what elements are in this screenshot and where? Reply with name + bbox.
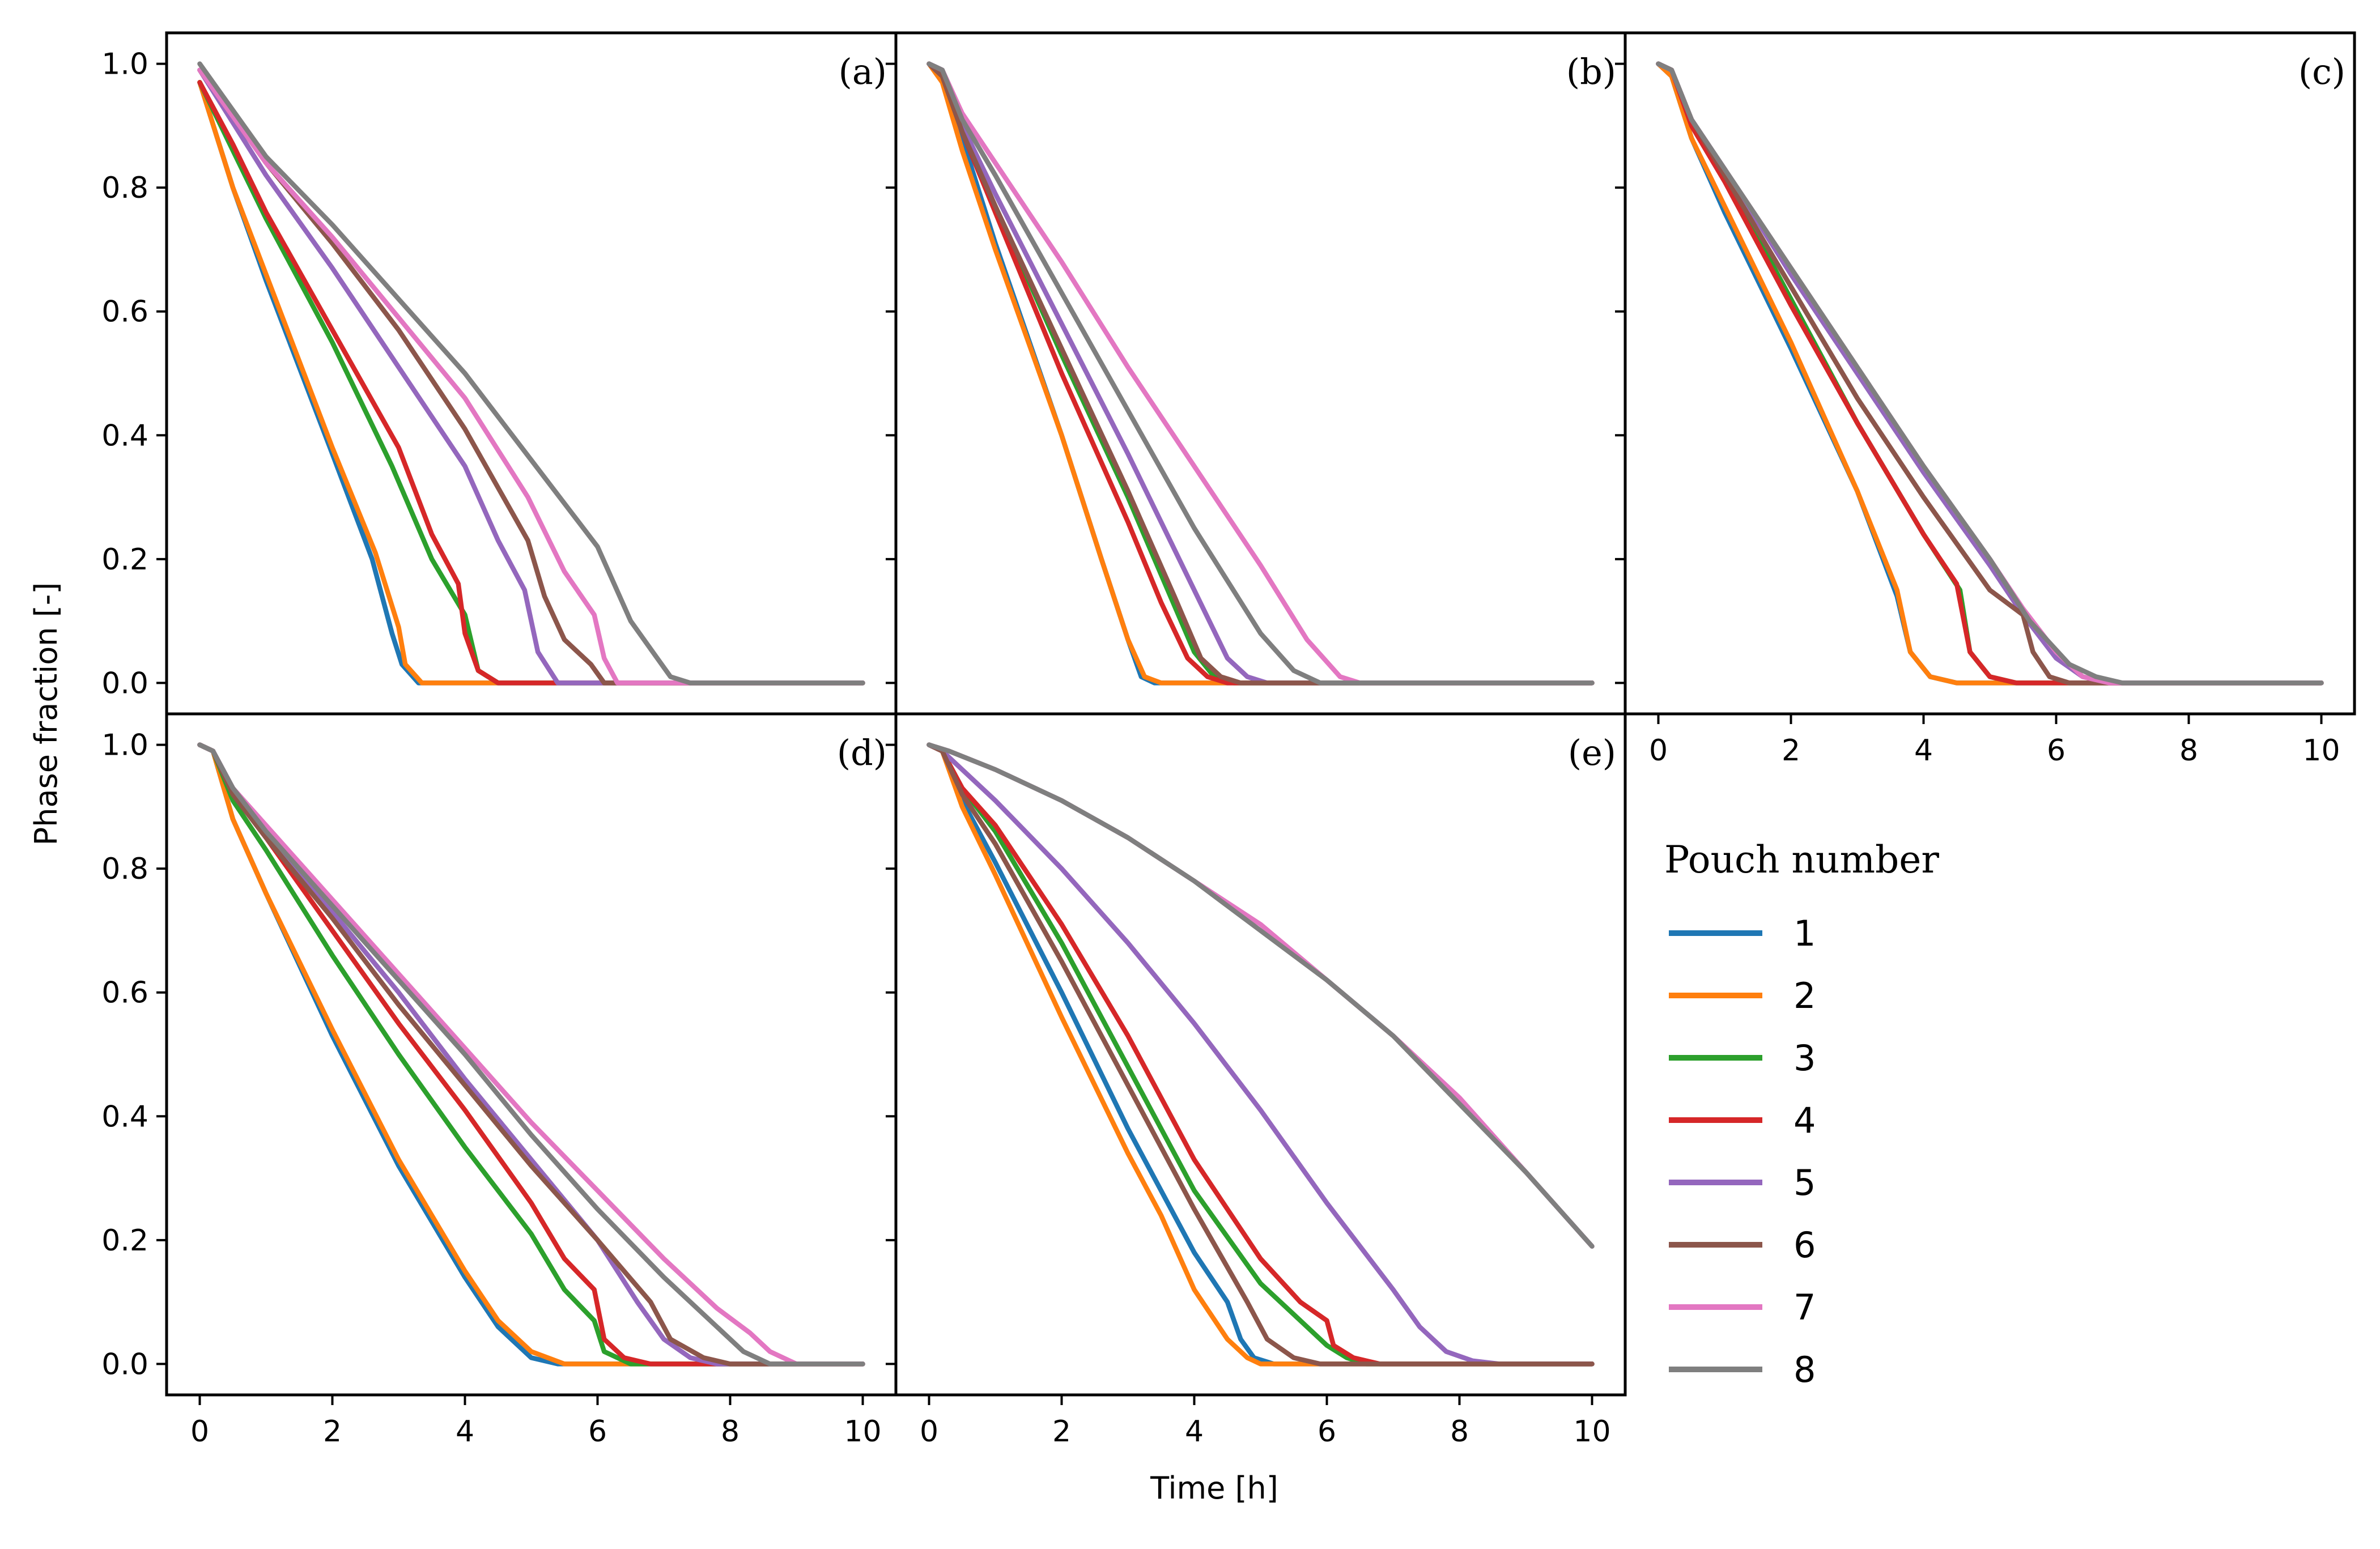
panel-label: (e) — [1568, 732, 1616, 773]
series-line-pouch-2 — [1656, 61, 2324, 686]
axes-frame — [1624, 31, 2356, 716]
legend-entry-5: 5 — [1794, 1162, 1816, 1203]
series-line-pouch-6 — [926, 742, 1595, 1367]
x-tick-label: 2 — [323, 1415, 342, 1449]
x-axis-title: Time [h] — [1150, 1470, 1278, 1506]
x-tick-label: 6 — [2047, 734, 2066, 768]
series-line-pouch-4 — [197, 80, 865, 686]
x-tick-label: 10 — [844, 1415, 881, 1449]
x-tick-label: 6 — [1318, 1415, 1336, 1449]
series-line-pouch-8 — [926, 61, 1595, 686]
series-line-pouch-8 — [926, 742, 1595, 1249]
x-tick-label: 0 — [1649, 734, 1668, 768]
legend-entry-1: 1 — [1794, 913, 1816, 954]
panel-label: (b) — [1566, 51, 1616, 92]
x-tick-label: 4 — [1914, 734, 1933, 768]
x-tick-label: 6 — [588, 1415, 607, 1449]
legend-entry-4: 4 — [1794, 1100, 1816, 1141]
series-line-pouch-6 — [926, 61, 1595, 686]
panel-d: 0.0 0.2 0.4 0.6 0.8 1.0 0 2 4 6 8 10 (d) — [101, 712, 898, 1449]
y-tick-label: 0.0 — [101, 666, 148, 700]
x-tick-label: 0 — [920, 1415, 938, 1449]
panel-label: (a) — [839, 51, 887, 92]
x-tick-label: 0 — [190, 1415, 209, 1449]
legend-entry-3: 3 — [1794, 1037, 1816, 1079]
x-tick-label: 10 — [2302, 734, 2340, 768]
series-line-pouch-8 — [197, 742, 865, 1367]
x-tick-label: 4 — [456, 1415, 474, 1449]
panels: 0.00.20.40.60.81.0 (a) (b)0 2 4 6 8 10(c)0.00.2… — [101, 31, 2356, 1449]
legend-entry-2: 2 — [1794, 975, 1816, 1016]
series-line-pouch-5 — [926, 742, 1595, 1367]
series-line-pouch-2 — [926, 742, 1595, 1367]
series-line-pouch-6 — [197, 742, 865, 1367]
y-tick-label: 1.0 — [101, 48, 148, 82]
y-tick-label: 0.8 — [101, 852, 148, 886]
series-line-pouch-6 — [197, 67, 865, 686]
panel-label: (c) — [2298, 51, 2345, 92]
panel-e: 0 2 4 6 8 10 (e) — [886, 712, 1627, 1449]
legend-title: Pouch number — [1664, 838, 1939, 882]
series-line-pouch-8 — [1656, 61, 2324, 686]
y-axis-title: Phase fraction [-] — [28, 582, 64, 846]
series-line-pouch-2 — [926, 61, 1595, 686]
series-line-pouch-4 — [926, 742, 1595, 1367]
y-tick-label: 0.4 — [101, 419, 148, 453]
y-tick-label: 0.0 — [101, 1347, 148, 1381]
panel-c: 0 2 4 6 8 10 (c) — [1615, 31, 2356, 768]
series-line-pouch-3 — [197, 742, 865, 1367]
legend-entry-8: 8 — [1794, 1349, 1816, 1390]
series-line-pouch-7 — [197, 67, 865, 686]
y-tick-label: 0.2 — [101, 1224, 148, 1258]
x-tick-label: 4 — [1185, 1415, 1204, 1449]
series-line-pouch-2 — [197, 742, 865, 1367]
series-line-pouch-2 — [197, 80, 865, 686]
x-tick-label: 10 — [1573, 1415, 1610, 1449]
x-tick-label: 2 — [1782, 734, 1800, 768]
y-tick-label: 0.2 — [101, 543, 148, 577]
y-tick-label: 0.6 — [101, 976, 148, 1010]
x-tick-label: 2 — [1052, 1415, 1071, 1449]
y-tick-label: 1.0 — [101, 729, 148, 763]
legend-entry-7: 7 — [1794, 1287, 1816, 1328]
x-tick-label: 8 — [721, 1415, 740, 1449]
panel-a: 0.0 0.2 0.4 0.6 0.8 1.0 (a) — [101, 31, 898, 716]
series-line-pouch-5 — [197, 67, 865, 686]
y-tick-label: 0.8 — [101, 171, 148, 205]
series-line-pouch-8 — [197, 61, 865, 686]
legend-entry-6: 6 — [1794, 1224, 1816, 1266]
y-tick-label: 0.6 — [101, 295, 148, 329]
panel-label: (d) — [837, 732, 887, 773]
axes-frame — [894, 712, 1627, 1397]
x-tick-label: 8 — [1450, 1415, 1469, 1449]
x-tick-label: 8 — [2179, 734, 2198, 768]
legend: Pouch number 1 2 3 4 5 6 7 8 — [1664, 838, 1939, 1390]
y-tick-label: 0.4 — [101, 1100, 148, 1134]
